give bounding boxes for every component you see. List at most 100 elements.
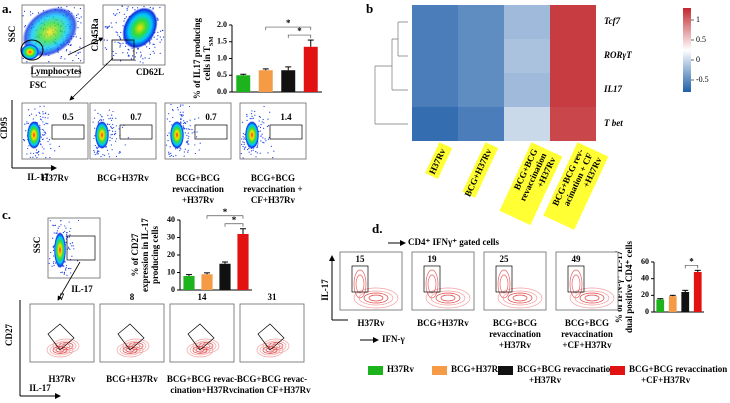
cell-dot bbox=[102, 119, 105, 121]
cell-dot bbox=[75, 36, 77, 38]
y-axis-label: expression in IL-17 bbox=[140, 218, 150, 292]
cell-dot bbox=[183, 127, 185, 129]
cell-dot bbox=[168, 153, 170, 156]
plot-frame bbox=[483, 251, 547, 311]
cell-dot bbox=[127, 48, 129, 50]
cell-dot bbox=[159, 6, 161, 9]
cell-dot bbox=[184, 148, 186, 150]
density bbox=[27, 121, 41, 149]
y-axis-label: % of IL17 producing bbox=[192, 17, 202, 99]
heatmap-cell bbox=[504, 73, 550, 107]
contour bbox=[569, 269, 583, 299]
gate-value: 19 bbox=[428, 254, 438, 264]
cell-dot bbox=[256, 146, 258, 149]
cell-dot bbox=[270, 145, 273, 147]
significance-mark: * bbox=[223, 207, 228, 217]
cell-dot bbox=[70, 227, 72, 230]
gate bbox=[567, 265, 585, 293]
cell-dot bbox=[246, 115, 248, 117]
cell-dot bbox=[175, 154, 177, 157]
contour bbox=[128, 342, 144, 350]
cell-dot bbox=[111, 130, 114, 132]
cell-dot bbox=[269, 111, 271, 113]
cell-dot bbox=[45, 112, 47, 114]
contour bbox=[46, 342, 74, 358]
gate-value: 49 bbox=[572, 254, 582, 264]
cell-dot bbox=[115, 138, 118, 140]
legend-swatch bbox=[432, 366, 447, 375]
contour bbox=[425, 269, 439, 299]
cell-dot bbox=[42, 111, 44, 113]
legend-label: BCG+BCG revaccination bbox=[517, 364, 615, 374]
cell-dot bbox=[187, 132, 189, 134]
cell-dot bbox=[252, 149, 254, 151]
y-tick-label: 10 bbox=[167, 267, 175, 276]
cell-dot bbox=[112, 50, 114, 53]
legend-label: H37Rv bbox=[387, 364, 415, 374]
cell-dot bbox=[246, 113, 248, 116]
y-tick-label: 40 bbox=[167, 215, 175, 224]
cell-dot bbox=[126, 9, 128, 11]
heatmap-cell bbox=[550, 73, 596, 107]
cell-dot bbox=[42, 113, 44, 115]
cell-dot bbox=[65, 50, 67, 52]
contour bbox=[58, 342, 74, 350]
cell-dot bbox=[26, 61, 28, 63]
cell-dot bbox=[22, 15, 24, 17]
cell-dot bbox=[110, 134, 112, 136]
gate bbox=[351, 265, 369, 293]
density bbox=[122, 7, 158, 49]
cell-dot bbox=[246, 148, 249, 151]
contour bbox=[353, 269, 367, 299]
cell-dot bbox=[187, 149, 189, 151]
cell-dot bbox=[259, 126, 262, 129]
bar bbox=[668, 296, 677, 312]
cell-dot bbox=[96, 147, 98, 149]
cell-dot bbox=[63, 265, 65, 267]
cell-dot bbox=[117, 41, 119, 44]
cell-dot bbox=[69, 51, 71, 53]
cell-dot bbox=[70, 272, 72, 274]
cell-dot bbox=[28, 114, 31, 117]
cell-dot bbox=[68, 236, 70, 238]
heatmap-cell bbox=[504, 107, 550, 141]
cell-dot bbox=[76, 14, 78, 17]
contour bbox=[512, 294, 528, 302]
cell-dot bbox=[64, 261, 66, 263]
cell-dot bbox=[241, 143, 243, 146]
cell-dot bbox=[149, 6, 151, 9]
axis-label: CD45Ra bbox=[90, 18, 100, 51]
cell-dot bbox=[104, 154, 106, 156]
sample-name: BCG+H37Rv bbox=[106, 374, 158, 384]
contour bbox=[49, 344, 71, 356]
cell-dot bbox=[169, 155, 171, 158]
legend-label: +CF+H37Rv bbox=[641, 375, 691, 385]
cell-dot bbox=[80, 16, 82, 18]
cell-dot bbox=[119, 37, 121, 39]
cell-dot bbox=[110, 117, 112, 119]
panel-label: b bbox=[366, 1, 373, 16]
cell-dot bbox=[189, 125, 191, 127]
cell-dot bbox=[179, 111, 182, 113]
cell-dot bbox=[241, 138, 243, 140]
cell-dot bbox=[93, 117, 96, 119]
contour bbox=[507, 292, 533, 304]
cell-dot bbox=[101, 115, 103, 117]
cell-dot bbox=[183, 120, 185, 122]
cell-dot bbox=[115, 132, 117, 135]
cell-dot bbox=[140, 54, 142, 56]
cell-dot bbox=[121, 5, 123, 7]
heatmap-cell bbox=[550, 39, 596, 73]
cell-dot bbox=[116, 32, 118, 34]
cell-dot bbox=[111, 26, 113, 28]
cell-dot bbox=[65, 234, 68, 236]
sample-name: BCG+BCG bbox=[176, 173, 220, 183]
cell-dot bbox=[160, 39, 163, 41]
cell-dot bbox=[251, 110, 253, 112]
gate-label-box bbox=[31, 65, 81, 78]
y-tick-label: 0.5 bbox=[217, 70, 227, 79]
cell-dot bbox=[243, 143, 245, 145]
y-axis-label-sub: SM bbox=[208, 36, 215, 46]
gate bbox=[495, 265, 513, 293]
cell-dot bbox=[199, 142, 201, 144]
